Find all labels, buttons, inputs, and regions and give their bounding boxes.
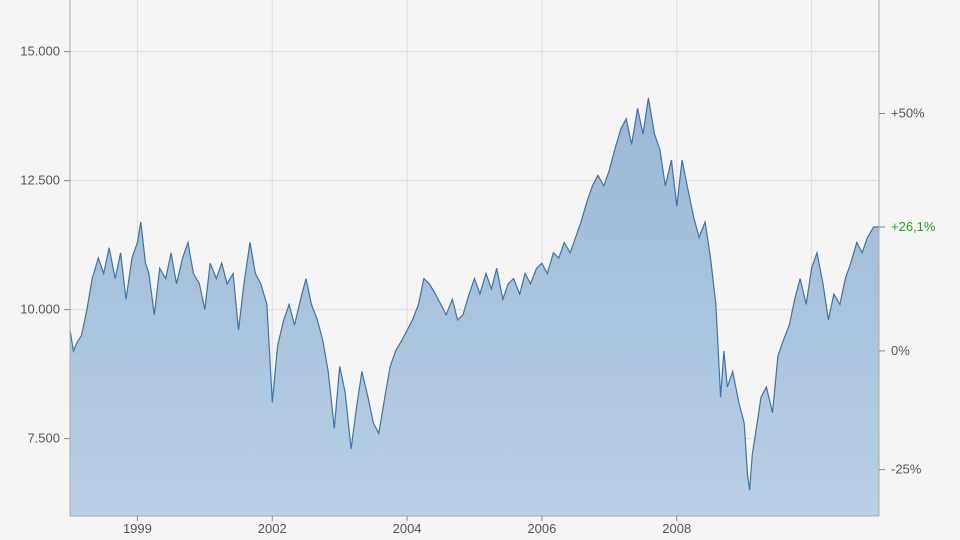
y-right-tick-label: +50% (891, 106, 925, 121)
x-tick-label: 2008 (662, 521, 691, 536)
x-tick-label: 2002 (258, 521, 287, 536)
x-tick-label: 1999 (123, 521, 152, 536)
area-fill (70, 98, 879, 516)
current-change-label: +26,1% (891, 219, 936, 234)
y-right-tick-label: -25% (891, 462, 922, 477)
x-tick-label: 2006 (527, 521, 556, 536)
axes (64, 0, 885, 521)
y-left-tick-label: 12.500 (20, 173, 60, 188)
price-line (69, 97, 879, 491)
y-left-tick-label: 15.000 (20, 44, 60, 59)
x-tick-label: 2004 (393, 521, 422, 536)
y-left-tick-label: 10.000 (20, 302, 60, 317)
y-left-tick-label: 7.500 (27, 431, 60, 446)
tick-labels: 15.000 12.500 10.000 7.500 +50% +26,1% 0% -25% 1… (20, 44, 936, 536)
y-right-tick-label: 0% (891, 343, 910, 358)
